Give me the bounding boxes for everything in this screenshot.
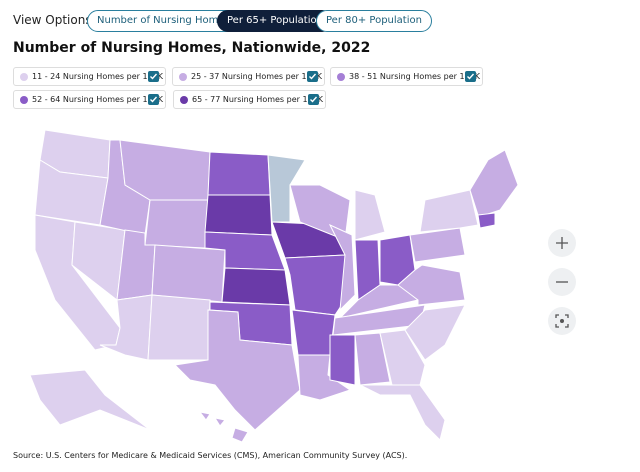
state [291,309,336,356]
state [213,417,226,427]
state [284,254,346,316]
state [144,199,209,249]
state [469,149,519,216]
state [329,334,356,386]
legend-label: 38 - 51 Nursing Homes per 100K [349,72,480,81]
state [328,223,356,312]
state [29,369,151,431]
source-note: Source: U.S. Centers for Medicare & Medi… [13,451,408,460]
state [267,154,306,223]
map-title: Number of Nursing Homes, Nationwide, 202… [13,40,371,56]
state [477,212,496,229]
legend-swatch [20,73,28,81]
state [354,332,391,386]
state [359,384,446,441]
legend-swatch [180,96,188,104]
legend-checkbox[interactable] [148,71,159,82]
check-icon [310,96,318,103]
zoom-in[interactable] [548,229,576,257]
state [354,189,386,241]
check-icon [309,73,317,80]
state [221,267,291,306]
legend-label: 52 - 64 Nursing Homes per 100K [32,95,163,104]
check-icon [467,73,475,80]
legend-item[interactable]: 25 - 37 Nursing Homes per 100K [172,67,325,86]
state [207,151,271,196]
state [204,194,273,236]
state [198,411,211,421]
legend-checkbox[interactable] [465,71,476,82]
state [404,304,466,361]
legend-item[interactable]: 52 - 64 Nursing Homes per 100K [13,90,166,109]
legend-swatch [179,73,187,81]
legend-label: 65 - 77 Nursing Homes per 100K [192,95,323,104]
legend-label: 25 - 37 Nursing Homes per 100K [191,72,322,81]
view-options-label: View Options: [13,13,96,27]
legend-checkbox[interactable] [148,94,159,105]
state [419,189,479,233]
state [151,244,226,303]
legend-item[interactable]: 38 - 51 Nursing Homes per 100K [330,67,483,86]
state [397,264,466,306]
state [231,427,249,443]
zoom-out[interactable] [548,268,576,296]
legend-swatch [337,73,345,81]
reset-view[interactable] [548,307,576,335]
check-icon [150,96,158,103]
legend-item[interactable]: 65 - 77 Nursing Homes per 100K [173,90,326,109]
legend-label: 11 - 24 Nursing Homes per 100K [32,72,163,81]
state [147,294,211,361]
check-icon [150,73,158,80]
view-button[interactable]: Per 80+ Population [316,10,432,32]
legend-item[interactable]: 11 - 24 Nursing Homes per 100K [13,67,166,86]
state [173,309,301,431]
legend-checkbox[interactable] [308,94,319,105]
states [29,129,519,443]
legend-checkbox[interactable] [307,71,318,82]
legend-swatch [20,96,28,104]
state [379,329,426,386]
state [409,227,466,263]
